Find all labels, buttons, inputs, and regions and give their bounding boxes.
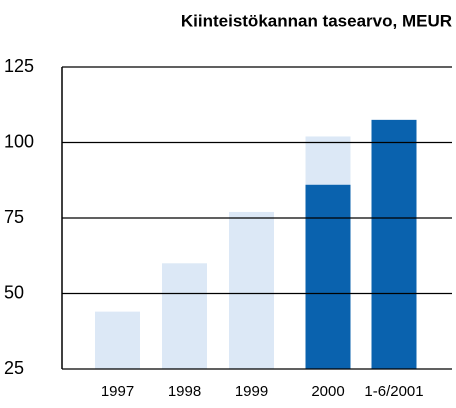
x-tick-label: 1999 xyxy=(235,383,268,400)
y-tick-label: 125 xyxy=(4,56,34,76)
y-tick-label: 75 xyxy=(4,207,24,227)
x-tick-label: 1997 xyxy=(101,383,134,400)
y-tick-label: 100 xyxy=(4,131,34,151)
chart-title: Kiinteistökannan tasearvo, MEUR xyxy=(181,11,452,30)
x-tick-label: 2000 xyxy=(311,383,344,400)
x-tick-label: 1-6/2001 xyxy=(364,383,423,400)
y-tick-label: 50 xyxy=(4,282,24,302)
y-tick-label: 25 xyxy=(4,358,24,378)
bar xyxy=(95,311,140,369)
bar xyxy=(371,119,417,369)
bar xyxy=(305,184,351,369)
bar xyxy=(229,211,274,369)
bar xyxy=(162,263,207,369)
x-tick-label: 1998 xyxy=(168,383,201,400)
